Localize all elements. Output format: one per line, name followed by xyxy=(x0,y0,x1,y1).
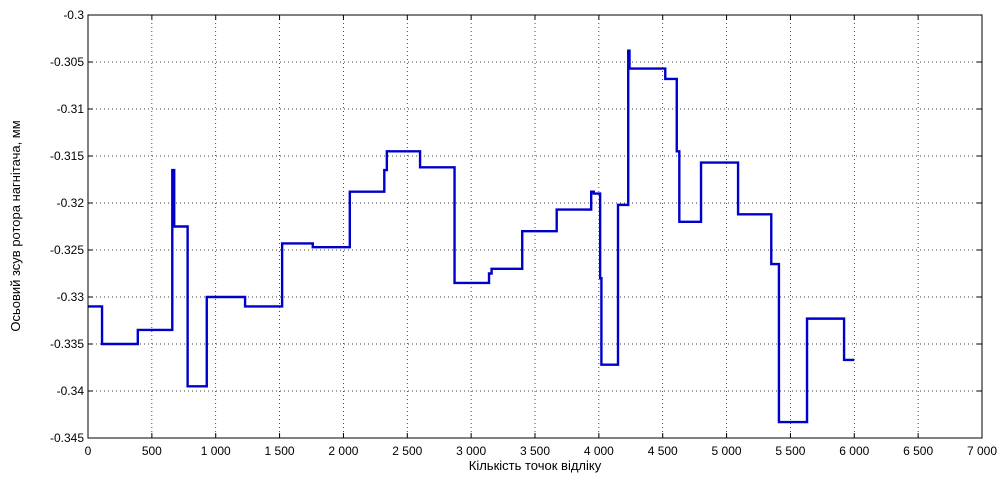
series-layer xyxy=(88,49,855,424)
y-tick-label: -0.335 xyxy=(50,337,84,351)
y-axis-label: Осьовий зсув ротора нагнітача, мм xyxy=(8,120,23,331)
x-tick-label: 3 000 xyxy=(456,444,486,458)
x-tick-label: 1 500 xyxy=(265,444,295,458)
y-tick-label: -0.315 xyxy=(50,149,84,163)
y-tick-label: -0.325 xyxy=(50,243,84,257)
plot-frame xyxy=(87,14,983,439)
y-tick-label: -0.31 xyxy=(57,102,85,116)
y-tick-label: -0.34 xyxy=(57,384,85,398)
x-tick-label: 2 500 xyxy=(392,444,422,458)
ticks xyxy=(87,14,983,439)
x-axis-label: Кількість точок відліку xyxy=(469,458,602,473)
y-tick-label: -0.3 xyxy=(63,8,84,22)
x-tick-label: 3 500 xyxy=(520,444,550,458)
x-tick-label: 4 500 xyxy=(648,444,678,458)
grid xyxy=(88,15,982,438)
y-tick-label: -0.305 xyxy=(50,55,84,69)
x-tick-label: 500 xyxy=(142,444,162,458)
x-tick-label: 6 500 xyxy=(903,444,933,458)
x-tick-label: 1 000 xyxy=(201,444,231,458)
y-tick-label: -0.345 xyxy=(50,431,84,445)
x-tick-label: 5 000 xyxy=(712,444,742,458)
x-tick-label: 5 500 xyxy=(775,444,805,458)
x-tick-label: 7 000 xyxy=(967,444,997,458)
y-tick-label: -0.33 xyxy=(57,290,85,304)
x-tick-label: 2 000 xyxy=(328,444,358,458)
x-tick-label: 0 xyxy=(85,444,92,458)
x-tick-label: 4 000 xyxy=(584,444,614,458)
x-tick-label: 6 000 xyxy=(839,444,869,458)
tick-labels: 0 500 1 000 1 500 2 000 2 500 3 000 3 500 4 000 4… xyxy=(50,8,997,458)
y-tick-label: -0.32 xyxy=(57,196,85,210)
series-line-0 xyxy=(88,49,855,424)
